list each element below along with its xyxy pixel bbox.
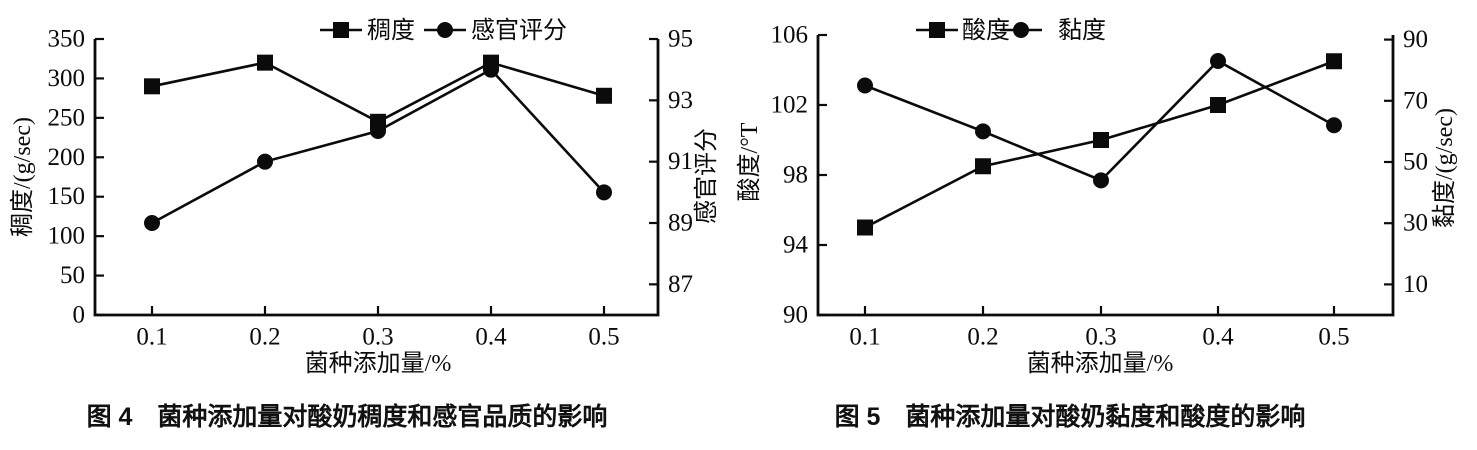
series-line-感官评分 [151, 68, 605, 225]
series-line-黏度 [864, 59, 1335, 182]
axis-frame [93, 39, 660, 317]
data-point-circle [1326, 117, 1342, 134]
right-axis-tick-label: 90 [1403, 26, 1428, 53]
right-axis-tick-label: 50 [1403, 148, 1428, 175]
data-point-square [144, 78, 160, 95]
figure-5-x-axis-title: 菌种添加量/% [1027, 350, 1174, 377]
data-point-square [1326, 53, 1342, 70]
left-axis-tick-label: 94 [783, 232, 809, 259]
data-point-square [1210, 97, 1226, 113]
figure-5-left-axis-title: 酸度/°T [736, 122, 763, 201]
left-axis-tick-label: 200 [48, 144, 86, 171]
right-axis-tick-label: 95 [668, 26, 693, 53]
figure-5-chart: 90 94 98 102 106 10 30 50 70 90 0.1 0.2 0.3 0.4 0.5 酸度… [736, 17, 1458, 431]
figure-4-plot: 0 50 100 150 200 250 300 350 87 89 91 93 95 0.1 0.2 0.3… [48, 26, 694, 351]
figure-4-left-axis-title: 稠度/(g/sec) [9, 117, 36, 237]
left-axis-tick-label: 300 [48, 65, 86, 92]
right-axis-tick-label: 10 [1403, 271, 1428, 298]
figure-4-legend-label-sensory: 感官评分 [471, 17, 567, 44]
left-axis-tick-label: 106 [771, 22, 809, 49]
left-axis-tick-label: 98 [783, 162, 808, 189]
figure-4-legend-label-consistency: 稠度 [367, 17, 415, 44]
x-axis-tick-label: 0.1 [849, 324, 880, 351]
left-axis-tick-label: 0 [73, 302, 86, 329]
figure-4-right-axis-title: 感官评分 [693, 128, 720, 224]
left-axis-tick-label: 350 [48, 26, 86, 53]
data-point-circle [370, 123, 386, 139]
figure-5-legend: 酸度 黏度 [916, 17, 1106, 44]
left-axis-tick-label: 150 [48, 183, 86, 210]
figure-4-chart: 0 50 100 150 200 250 300 350 87 89 91 93 95 0.1 0.2 0.3… [9, 17, 720, 431]
x-axis-tick-label: 0.3 [1085, 324, 1116, 351]
legend-square-marker [333, 22, 349, 38]
x-axis-tick-label: 0.2 [249, 324, 280, 351]
x-axis-tick-label: 0.4 [1202, 324, 1234, 351]
x-axis-tick-label: 0.5 [588, 324, 619, 351]
left-axis-tick-label: 102 [771, 92, 809, 119]
data-point-circle [1210, 53, 1226, 70]
right-axis-tick-label: 87 [668, 271, 693, 298]
data-point-circle [596, 184, 612, 201]
figure-5-legend-label-viscosity: 黏度 [1058, 17, 1106, 44]
x-axis-tick-label: 0.3 [362, 324, 393, 351]
figure-4-x-axis-title: 菌种添加量/% [305, 350, 452, 377]
figure-5-right-axis-title: 黏度/(g/sec) [1431, 108, 1458, 228]
left-axis-tick-label: 50 [60, 262, 85, 289]
left-axis-tick-label: 100 [48, 223, 86, 250]
data-point-circle [975, 123, 991, 140]
figure-5-plot: 90 94 98 102 106 10 30 50 70 90 0.1 0.2 0.3 0.4 0.5 [771, 22, 1429, 351]
data-point-square [857, 219, 873, 236]
series-line-稠度 [151, 61, 605, 124]
data-point-circle [857, 77, 873, 94]
legend-square-marker [929, 22, 945, 38]
figure-5-caption: 图 5 菌种添加量对酸奶黏度和酸度的影响 [835, 402, 1306, 431]
right-axis-tick-label: 93 [668, 87, 693, 114]
legend-circle-marker [1013, 22, 1029, 38]
right-axis-tick-label: 91 [668, 148, 693, 175]
right-axis-tick-label: 89 [668, 210, 693, 237]
x-axis-tick-label: 0.2 [967, 324, 998, 351]
data-point-square [1093, 132, 1109, 148]
data-point-circle [483, 61, 499, 78]
legend-circle-marker [437, 22, 453, 38]
left-axis-tick-label: 90 [783, 302, 808, 329]
figure-4-caption: 图 4 菌种添加量对酸奶稠度和感官品质的影响 [87, 402, 608, 431]
data-point-square [596, 87, 612, 104]
figure-4-legend: 稠度 感官评分 [320, 17, 567, 44]
left-axis-tick-label: 250 [48, 104, 86, 131]
data-point-square [975, 158, 991, 175]
data-point-circle [257, 153, 273, 170]
x-axis-tick-label: 0.4 [475, 324, 507, 351]
data-point-square [257, 54, 273, 71]
x-axis-tick-label: 0.5 [1318, 324, 1349, 351]
data-point-circle [1093, 172, 1109, 189]
right-axis-tick-label: 30 [1403, 210, 1428, 237]
x-axis-tick-label: 0.1 [136, 324, 167, 351]
data-point-circle [144, 215, 160, 231]
right-axis-tick-label: 70 [1403, 87, 1428, 114]
